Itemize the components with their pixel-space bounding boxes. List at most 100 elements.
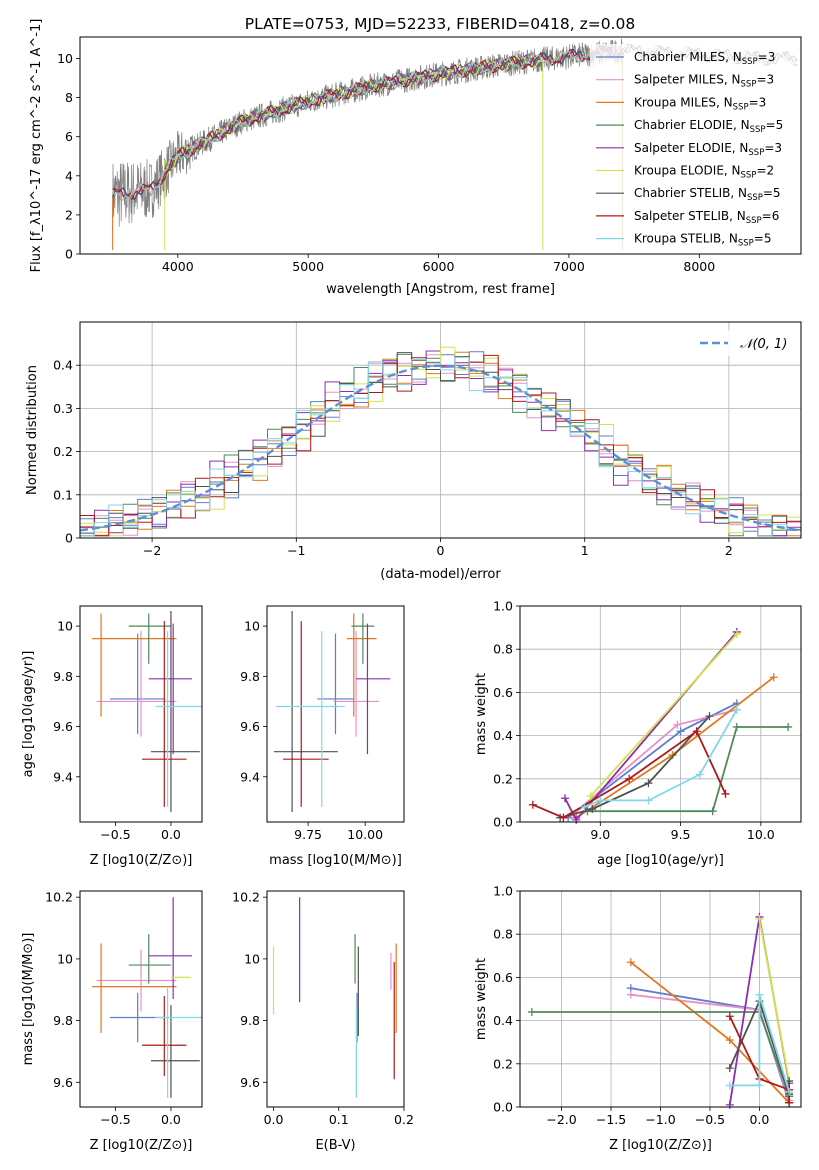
y-tick-label: 0 [65, 531, 73, 546]
y-tick-label: 0.8 [493, 927, 513, 942]
massweight-marker [732, 705, 741, 714]
x-tick-label: 5000 [292, 259, 324, 274]
x-tick-label: −1 [287, 543, 305, 558]
y-tick-label: 10.2 [45, 890, 73, 905]
x-tick-label: 0.0 [264, 1112, 284, 1127]
x-tick-label: 0 [437, 543, 445, 558]
massweight-marker [527, 1007, 536, 1016]
legend-subscript: SSP [742, 57, 758, 67]
x-tick-label: 9.0 [590, 827, 610, 842]
legend-label: Kroupa ELODIE, NSSP=2 [634, 164, 774, 181]
legend-subscript: SSP [750, 125, 766, 135]
massweight-line [728, 1015, 790, 1103]
errorbar-plot-area [92, 611, 202, 812]
massweight-marker [732, 722, 741, 731]
massweight-marker [784, 722, 793, 731]
massweight-marker [708, 807, 717, 816]
age-vs-Z-panel: −0.5 0.0 9.4 9.6 9.8 10 Z [log10(Z/Z⊙)] age [lo… [21, 605, 203, 868]
y-tick-label: 2 [65, 207, 73, 222]
x-axis-label: (data-model)/error [380, 567, 501, 582]
legend-nssp-value: =5 [754, 232, 772, 246]
legend-nssp-value: =3 [764, 141, 782, 155]
legend-series-name: Chabrier ELODIE, N [634, 118, 750, 132]
massweight-marker [785, 1087, 794, 1096]
y-tick-label: 10 [57, 51, 73, 66]
legend-label: 𝒩(0, 1) [740, 337, 787, 352]
massweight-marker [769, 673, 778, 682]
massweight-marker [755, 990, 764, 999]
x-tick-label: 0.2 [394, 1112, 414, 1127]
y-tick-label: 0.4 [493, 728, 513, 743]
massweight-marker [528, 800, 537, 809]
massweight-vs-age-panel: 9.0 9.5 10.0 0.0 0.2 0.4 0.6 0.8 1.0 age [log10(a… [474, 599, 802, 868]
massweight-line [590, 633, 738, 797]
y-axis-label: Flux [f_λ10^-17 erg cm^-2 s^-1 A^-1] [29, 19, 44, 273]
y-axis-label: mass weight [474, 958, 489, 1040]
y-tick-label: 4 [65, 168, 73, 183]
x-tick-label: 2 [725, 543, 733, 558]
massweight-marker [725, 1036, 734, 1045]
residuals-panel: −2 −1 0 1 2 0 0.1 0.2 0.3 0.4 (data-model)/error No… [25, 321, 802, 582]
legend-label: Kroupa STELIB, NSSP=5 [634, 232, 772, 249]
legend-series-name: Salpeter STELIB, N [634, 209, 746, 223]
axes-frame [519, 605, 802, 823]
massweight-marker [644, 779, 653, 788]
massweight-marker [725, 1081, 734, 1090]
x-tick-label: −2 [143, 543, 161, 558]
y-tick-label: 9.6 [53, 1075, 73, 1090]
y-axis-label: Normed distribution [25, 365, 40, 495]
x-tick-label: 10.0 [747, 827, 775, 842]
axes-frame [79, 605, 203, 823]
x-tick-label: 4000 [162, 259, 194, 274]
spectrum-model-line [164, 54, 542, 173]
y-tick-label: 0.4 [53, 358, 73, 373]
y-tick-label: 10 [57, 619, 73, 634]
y-tick-label: 10 [244, 619, 260, 634]
y-tick-label: 9.8 [240, 669, 260, 684]
y-tick-label: 1.0 [493, 599, 513, 614]
age-vs-mass-panel: 9.75 10.00 9.4 9.6 9.8 10 mass [log10(M/M⊙)] [240, 605, 405, 868]
x-axis-label: E(B-V) [315, 1138, 355, 1153]
spectrum-plot-area [112, 38, 797, 251]
y-tick-label: 0.0 [493, 815, 513, 830]
massweight-marker [732, 630, 741, 639]
x-axis-label: Z [log10(Z/Z⊙)] [609, 1138, 712, 1153]
legend-label: Salpeter STELIB, NSSP=6 [634, 209, 779, 226]
y-axis-label: age [log10(age/yr)] [21, 651, 36, 778]
y-tick-label: 9.6 [53, 719, 73, 734]
massweight-line [729, 994, 790, 1093]
legend-subscript: SSP [747, 193, 763, 203]
residuals-plot-area [80, 346, 801, 537]
massweight-vs-Z-panel: −2.0 −1.5 −1.0 −0.5 0.0 0.0 0.2 0.4 0.6 0.8 1.0 Z [… [474, 884, 802, 1153]
y-axis-label: mass [log10(M/M⊙)] [21, 933, 36, 1066]
massweight-marker [785, 1098, 794, 1107]
y-tick-label: 9.6 [240, 1075, 260, 1090]
x-axis-label: mass [log10(M/M⊙)] [269, 853, 402, 868]
spectrum-panel: 4000 5000 6000 7000 8000 0 2 4 6 8 10 wavelength [A… [29, 19, 802, 297]
legend-series-name: Chabrier MILES, N [634, 50, 742, 64]
errorbar-plot-area [273, 611, 391, 812]
y-tick-label: 0.0 [493, 1100, 513, 1115]
massweight-marker [560, 794, 569, 803]
x-tick-label: −2.0 [546, 1112, 576, 1127]
legend-label: Chabrier MILES, NSSP=3 [634, 50, 775, 67]
massweight-marker [588, 805, 597, 814]
y-tick-label: 0.2 [493, 1056, 513, 1071]
y-tick-label: 0.6 [493, 970, 513, 985]
x-axis-label: Z [log10(Z/Z⊙)] [90, 853, 193, 868]
massweight-marker [586, 792, 595, 801]
legend-nssp-value: =2 [756, 164, 774, 178]
legend-subscript: SSP [741, 80, 757, 90]
massweight-marker [644, 796, 653, 805]
y-tick-label: 0.6 [493, 685, 513, 700]
x-tick-label: 7000 [553, 259, 585, 274]
normal-curve [80, 364, 801, 532]
legend-nssp-value: =5 [766, 118, 784, 132]
legend-label: Salpeter ELODIE, NSSP=3 [634, 141, 782, 158]
axes-frame [519, 890, 802, 1108]
massweight-marker [725, 1100, 734, 1109]
massweight-marker [725, 1012, 734, 1021]
